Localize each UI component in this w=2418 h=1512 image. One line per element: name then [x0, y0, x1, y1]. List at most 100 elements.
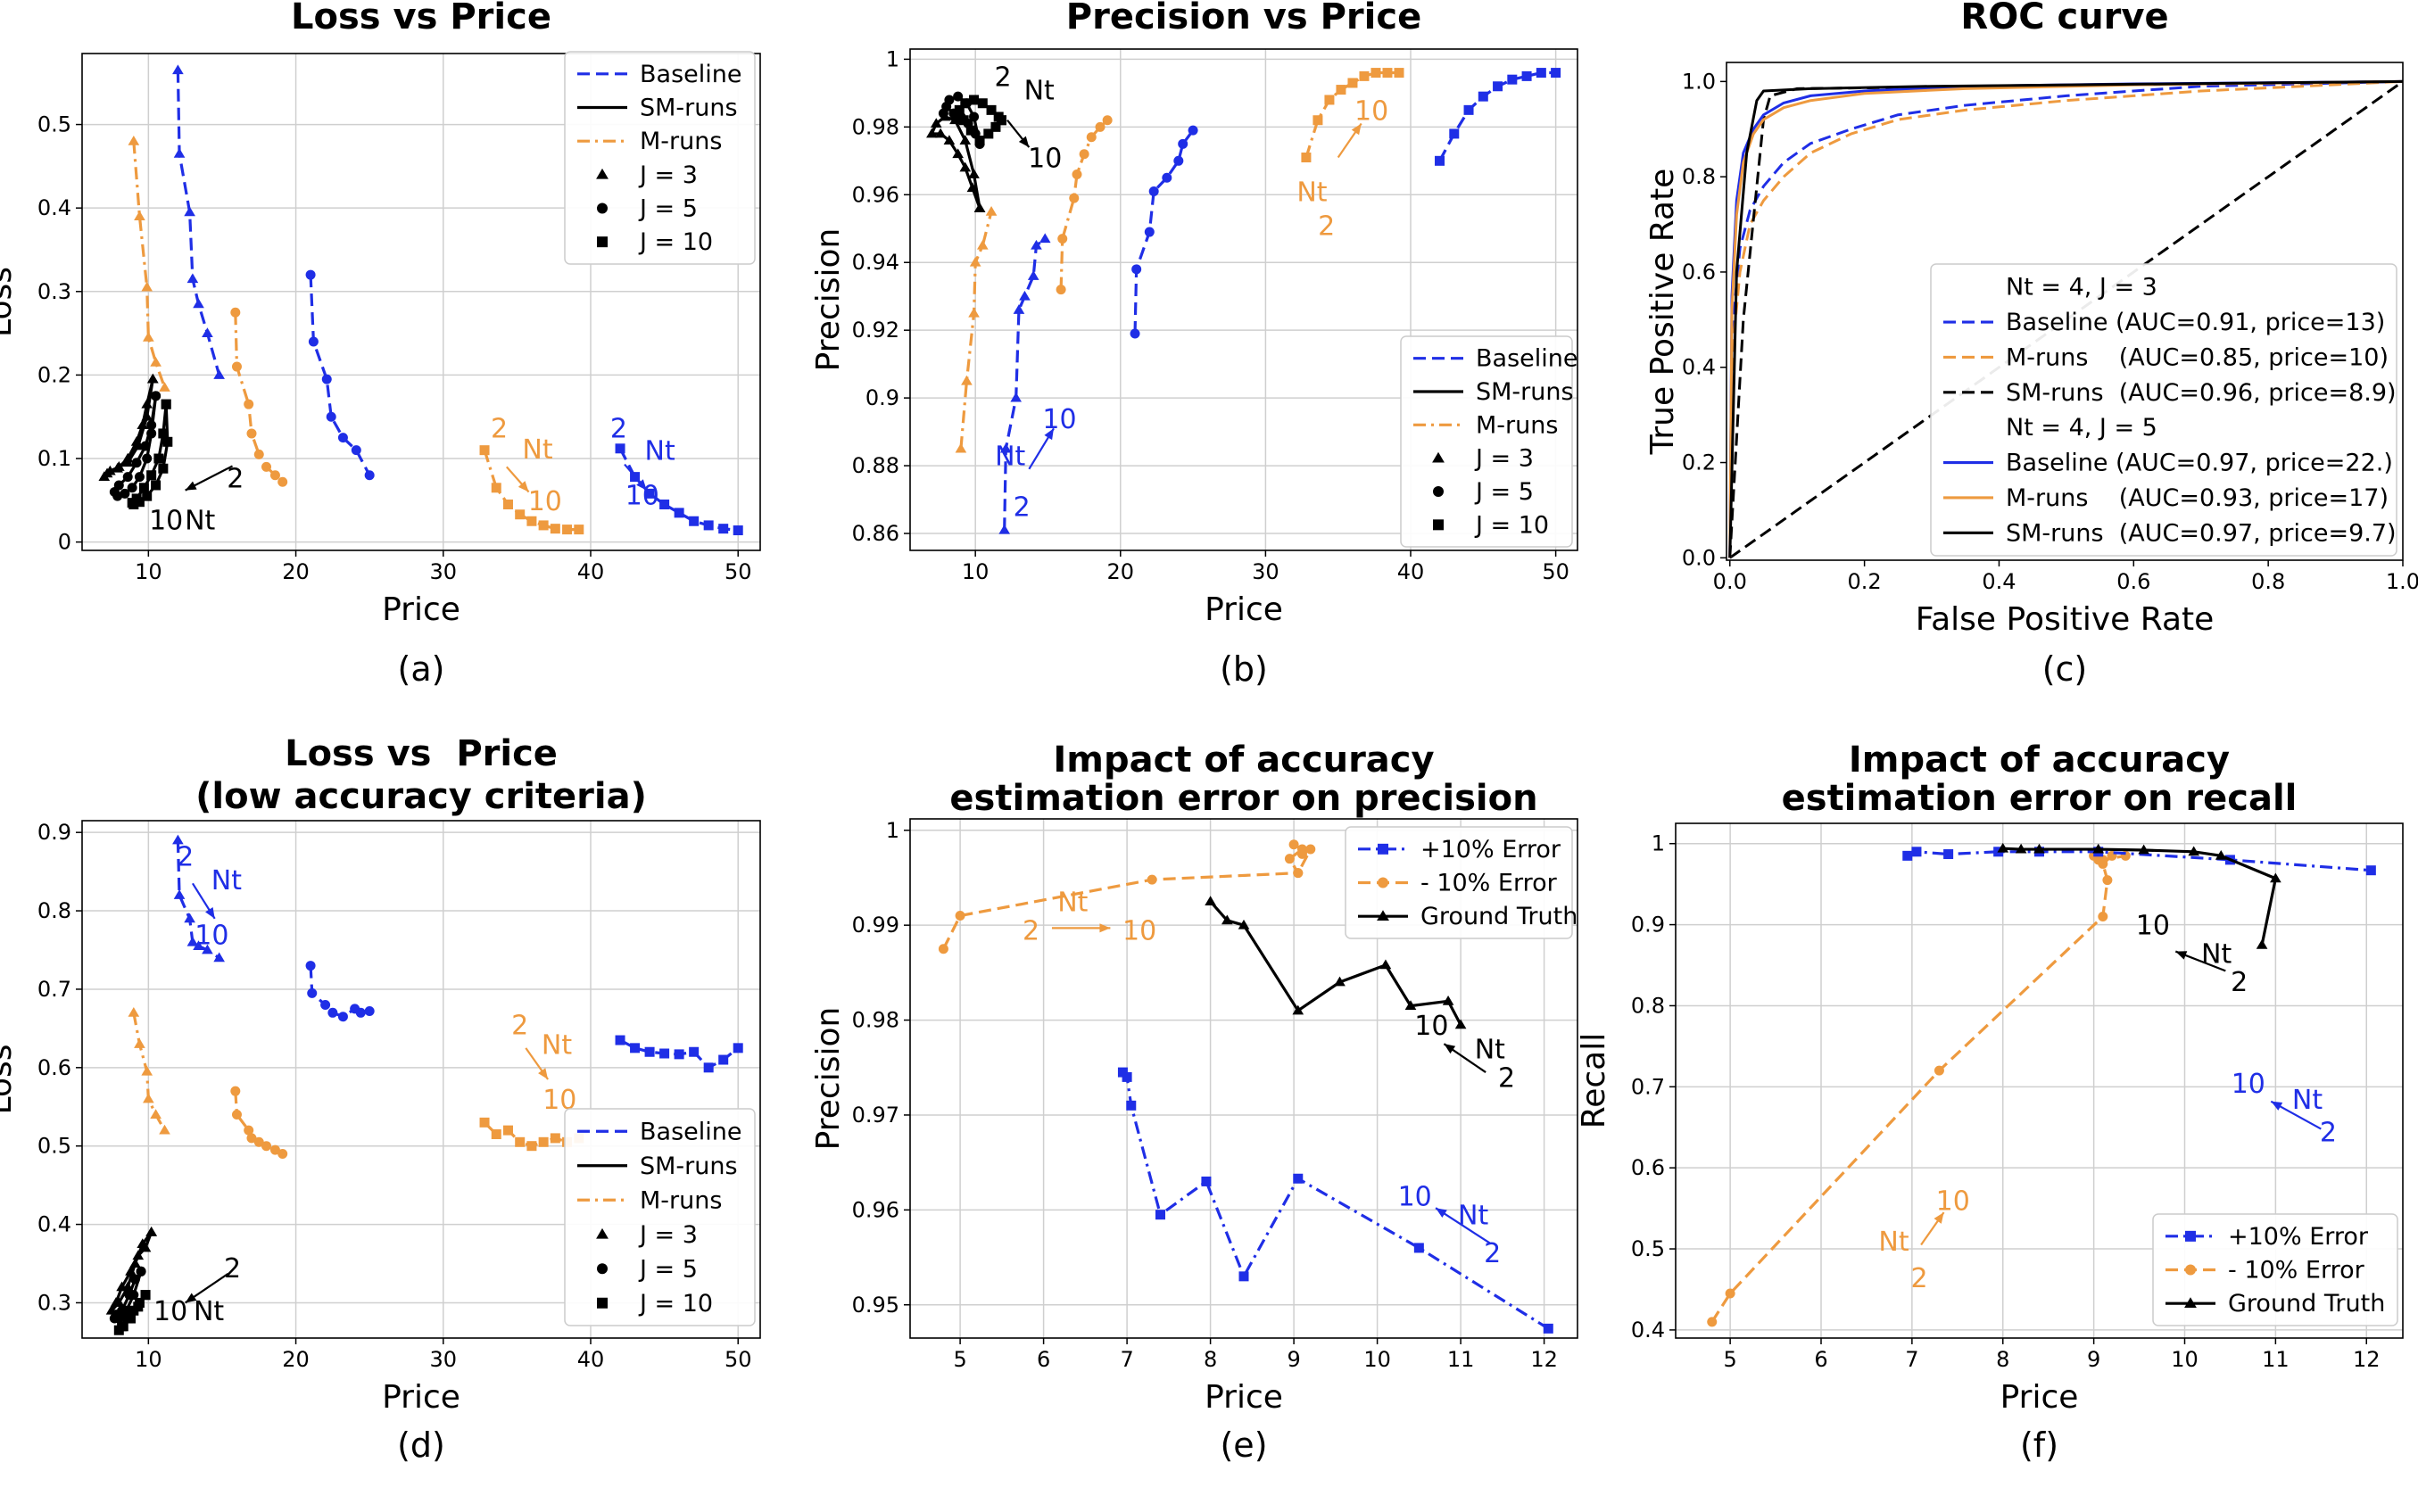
data-point [98, 471, 111, 482]
data-point [990, 121, 1001, 132]
chart-b: 10 20 30 40 50 0.86 0.88 0.9 0.92 0.94 0.96 0.98 1 Nt… [810, 0, 1578, 689]
legend-label: Baseline (AUC=0.97, price=22.) [2006, 450, 2393, 477]
data-point [134, 1038, 145, 1048]
data-point [1238, 919, 1250, 930]
data-point [1284, 854, 1295, 864]
y-axis-label: True Positive Rate [1644, 169, 1681, 456]
legend: Baseline SM-runs M-runs J = 3 J = 5 J = 10 [564, 1108, 756, 1326]
data-point [998, 524, 1011, 534]
data-point [1493, 81, 1503, 92]
x-tick-label: 6 [1814, 1347, 1827, 1372]
x-tick-label: 0.2 [1848, 569, 1882, 594]
legend-label: J = 5 [1474, 478, 1534, 506]
data-point [1144, 227, 1155, 237]
legend: Baseline SM-runs M-runs J = 3 J = 5 J = 10 [1400, 335, 1577, 548]
legend-box [1930, 263, 2397, 557]
x-tick-label: 10 [962, 559, 990, 584]
y-tick-label: 0.8 [1631, 993, 1665, 1018]
panel-caption: (b) [1220, 649, 1268, 689]
data-point [321, 374, 332, 384]
data-point [502, 1125, 513, 1136]
data-point [733, 1043, 743, 1053]
data-point [952, 148, 964, 159]
data-point [644, 488, 655, 499]
y-tick-label: 0.98 [852, 1008, 899, 1033]
data-point [1188, 125, 1198, 136]
data-point [1057, 234, 1068, 244]
data-point [1902, 850, 1913, 861]
data-point [172, 64, 184, 75]
y-tick-label: 0.4 [1631, 1318, 1665, 1343]
legend-label: Baseline [640, 1118, 741, 1145]
data-point [151, 480, 161, 491]
y-axis-label: Precision [810, 228, 847, 372]
data-point [985, 205, 998, 216]
data-point [184, 206, 195, 217]
data-point [118, 1321, 128, 1332]
x-tick-label: 11 [2262, 1347, 2290, 1372]
data-point [141, 410, 153, 421]
legend-marker [1378, 843, 1388, 855]
plot-area [1707, 842, 2376, 1327]
data-point [158, 428, 169, 439]
data-point [146, 470, 157, 481]
data-point [142, 453, 153, 464]
data-point [1442, 995, 1454, 1005]
data-point [1027, 270, 1039, 280]
legend-label: J = 3 [638, 1221, 698, 1249]
data-point [126, 1313, 137, 1324]
y-tick-label: 0.99 [852, 913, 899, 938]
x-tick-label: 40 [1397, 559, 1425, 584]
x-tick-label: 0.8 [2251, 569, 2285, 594]
data-point [1463, 104, 1474, 115]
data-point [129, 1274, 140, 1285]
legend-marker [596, 168, 609, 179]
data-point [1031, 239, 1042, 250]
data-point [1911, 847, 1922, 857]
plot-frame [81, 820, 761, 1339]
data-point [1449, 128, 1460, 139]
data-point [943, 135, 956, 145]
data-point [131, 458, 142, 468]
data-point [121, 1305, 132, 1316]
x-tick-label: 6 [1037, 1347, 1050, 1372]
annotation-arrowhead [1099, 923, 1111, 933]
y-tick-label: 0.4 [37, 1212, 71, 1237]
y-tick-label: 0.8 [1682, 164, 1716, 189]
legend: +10% Error - 10% Error Ground Truth [2152, 1213, 2398, 1326]
data-point [132, 1250, 145, 1260]
data-point [213, 369, 225, 379]
annotation-label: 10 [1042, 404, 1076, 435]
series-line-4 [234, 312, 284, 483]
data-point [515, 509, 526, 520]
data-point [253, 449, 264, 459]
series-line-1 [1133, 129, 1195, 335]
data-point [146, 428, 157, 439]
plot-frame [1675, 822, 2404, 1339]
annotation-label: 10 [625, 480, 659, 511]
legend-marker [1377, 910, 1389, 921]
x-tick-label: 20 [282, 1347, 310, 1372]
data-point [1413, 1243, 1424, 1253]
data-point [305, 961, 316, 971]
panel-caption: (a) [398, 649, 445, 689]
plot-area [938, 839, 1553, 1334]
data-point [968, 169, 980, 178]
y-tick-label: 0.6 [1631, 1155, 1665, 1180]
legend-label: Baseline [640, 61, 741, 88]
legend-label: Nt = 4, J = 3 [2006, 274, 2157, 302]
data-point [231, 361, 242, 372]
data-point [515, 1136, 526, 1147]
data-point [954, 104, 965, 115]
legend-label: M-runs [640, 128, 722, 155]
data-point [2098, 911, 2108, 921]
annotation-label: Nt [1296, 177, 1327, 208]
data-point [1336, 85, 1346, 95]
data-point [1404, 1000, 1417, 1011]
data-point [955, 442, 967, 453]
data-point [976, 239, 989, 250]
y-tick-label: 0.98 [852, 114, 899, 139]
x-tick-label: 0.0 [1713, 569, 1747, 594]
data-point [202, 327, 213, 338]
